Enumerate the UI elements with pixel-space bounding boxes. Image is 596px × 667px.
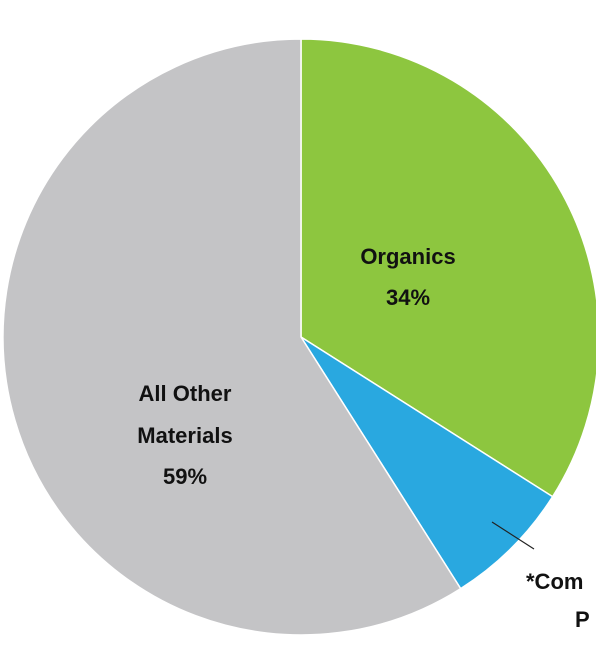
other-materials-label-line2: Materials	[137, 423, 232, 448]
organics-label: Organics	[360, 244, 455, 269]
organics-percent-label: 34%	[386, 285, 430, 310]
callout-label-line1: *Com	[526, 569, 583, 594]
pie-slice-organics	[300, 38, 596, 498]
callout-label-line2: P	[575, 607, 590, 632]
pie-slices	[2, 38, 596, 636]
callout-leader-line	[491, 521, 535, 550]
pie-slice-all-other-materials	[2, 38, 462, 636]
other-materials-label-line1: All Other	[139, 381, 232, 406]
pie-slice-com	[300, 336, 554, 590]
other-materials-percent-label: 59%	[163, 464, 207, 489]
